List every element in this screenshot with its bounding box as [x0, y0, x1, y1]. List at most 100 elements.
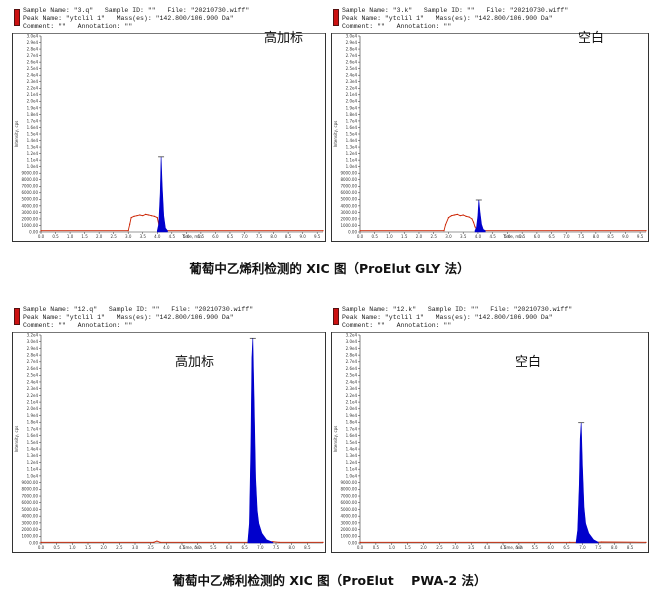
- figure-caption-pwa: 葡萄中乙烯利检测的 XIC 图（ProElut PWA-2 法）: [172, 573, 487, 588]
- x-tick-label: 7.5: [578, 234, 585, 239]
- trace-point: [456, 213, 458, 215]
- sample-type-label: 高加标: [264, 31, 304, 46]
- y-tick-label: 1.8e4: [346, 420, 358, 425]
- y-tick-label: 2.1e4: [27, 92, 39, 97]
- y-tick-label: 9000.00: [21, 171, 38, 176]
- y-tick-label: 2.1e4: [27, 399, 39, 404]
- x-tick-label: 5.5: [519, 234, 526, 239]
- trace-point: [145, 213, 147, 215]
- x-tick-label: 8.0: [593, 234, 600, 239]
- header-sample-line: Sample Name: "3.q" Sample ID: "" File: "…: [23, 7, 250, 14]
- y-tick-label: 1.3e4: [27, 453, 39, 458]
- x-tick-label: 1.5: [81, 234, 88, 239]
- trace-color-tag: [333, 308, 339, 325]
- x-tick-label: 7.5: [273, 545, 280, 550]
- header-sample-line: Sample Name: "12.k" Sample ID: "" File: …: [342, 306, 573, 313]
- x-tick-label: 2.5: [110, 234, 117, 239]
- y-tick-label: 6000.00: [21, 500, 38, 505]
- trace-point: [130, 217, 132, 219]
- x-tick-label: 3.0: [452, 545, 459, 550]
- y-axis-label: Intensity, cps: [333, 426, 338, 453]
- y-tick-label: 1.7e4: [346, 426, 358, 431]
- x-tick-label: 5.0: [183, 234, 190, 239]
- trace-point: [133, 215, 135, 217]
- y-tick-label: 1.5e4: [27, 440, 39, 445]
- y-tick-label: 3.0e4: [346, 33, 358, 38]
- header-sample-line: Sample Name: "12.q" Sample ID: "" File: …: [23, 306, 254, 313]
- y-tick-label: 1.8e4: [27, 112, 39, 117]
- x-tick-label: 6.5: [241, 545, 248, 550]
- sample-type-label: 空白: [515, 355, 542, 370]
- x-tick-label: 3.5: [468, 545, 475, 550]
- trace-point: [159, 541, 161, 543]
- y-tick-label: 2.9e4: [346, 40, 358, 45]
- y-tick-label: 2.7e4: [346, 359, 358, 364]
- x-tick-label: 8.0: [611, 545, 618, 550]
- y-tick-label: 2.5e4: [346, 66, 358, 71]
- header-peak-line: Peak Name: "ytclil 1" Mass(es): "142.800…: [342, 15, 553, 22]
- x-tick-label: 6.0: [534, 234, 541, 239]
- x-tick-label: 5.0: [194, 545, 201, 550]
- y-tick-label: 9000.00: [340, 171, 357, 176]
- y-tick-label: 1.4e4: [346, 138, 358, 143]
- trace-point: [443, 230, 445, 232]
- plot-area: 3.2e4 3.0e4 2.9e4 2.8e4 2.7e4 2.6e4 2.5e4 2.4e4…: [331, 332, 649, 553]
- trace-series: [41, 213, 323, 232]
- x-tick-label: 1.5: [404, 545, 411, 550]
- y-tick-label: 1.4e4: [346, 446, 358, 451]
- x-tick-label: 1.0: [389, 545, 396, 550]
- y-tick-label: 1.6e4: [27, 433, 39, 438]
- y-tick-label: 1.9e4: [346, 413, 358, 418]
- y-tick-label: 4000.00: [340, 203, 357, 208]
- x-tick-label: 4.5: [169, 234, 176, 239]
- y-tick-label: 7000.00: [340, 184, 357, 189]
- trace-point: [471, 218, 473, 220]
- y-tick-label: 1.1e4: [27, 158, 39, 163]
- y-tick-label: 8000.00: [340, 487, 357, 492]
- y-tick-label: 1.5e4: [346, 440, 358, 445]
- x-tick-label: 6.5: [227, 234, 234, 239]
- y-tick-label: 1.3e4: [346, 453, 358, 458]
- x-tick-label: 7.5: [595, 545, 602, 550]
- y-axis-label: Intensity, cps: [14, 426, 19, 453]
- x-tick-label: 4.5: [179, 545, 186, 550]
- y-tick-label: 7000.00: [340, 493, 357, 498]
- trace-point: [459, 215, 461, 217]
- y-tick-label: 1.3e4: [27, 144, 39, 149]
- x-tick-label: 3.0: [132, 545, 139, 550]
- panel-header: Sample Name: "12.q" Sample ID: "" File: …: [12, 305, 326, 333]
- axis-lines: [359, 335, 646, 544]
- trace-point: [462, 214, 464, 216]
- y-tick-label: 5000.00: [21, 197, 38, 202]
- x-tick-label: 2.5: [436, 545, 443, 550]
- y-tick-label: 2.2e4: [346, 393, 358, 398]
- y-tick-label: 1.0e4: [346, 164, 358, 169]
- y-tick-label: 4000.00: [21, 203, 38, 208]
- trace-point: [359, 541, 361, 543]
- y-axis-label: Intensity, cps: [333, 121, 338, 148]
- y-tick-label: 2000.00: [340, 216, 357, 221]
- x-tick-label: 0.0: [38, 234, 45, 239]
- panel-header: Sample Name: "12.k" Sample ID: "" File: …: [331, 305, 649, 333]
- y-tick-label: 1.6e4: [346, 125, 358, 130]
- x-tick-label: 6.0: [212, 234, 219, 239]
- y-tick-label: 8000.00: [340, 177, 357, 182]
- y-tick-label: 5000.00: [340, 507, 357, 512]
- trace-point: [472, 221, 475, 223]
- trace-point: [447, 217, 450, 219]
- x-tick-label: 4.0: [475, 234, 482, 239]
- y-tick-label: 1.9e4: [27, 105, 39, 110]
- trace-point: [569, 541, 571, 543]
- trace-point: [40, 541, 42, 543]
- y-tick-label: 0.00: [348, 229, 357, 234]
- y-tick-label: 1000.00: [340, 223, 357, 228]
- header-comment-line: Comment: "" Annotation: "": [23, 23, 133, 30]
- plot-area: 3.0e4 2.9e4 2.8e4 2.7e4 2.6e4 2.5e4 2.4e4 2.3e4…: [331, 33, 649, 242]
- y-tick-label: 1.3e4: [346, 144, 358, 149]
- trace-point: [156, 540, 158, 542]
- trace-point: [278, 541, 280, 543]
- y-tick-label: 8000.00: [21, 487, 38, 492]
- y-tick-label: 2.3e4: [27, 79, 39, 84]
- x-tick-label: 2.0: [100, 545, 107, 550]
